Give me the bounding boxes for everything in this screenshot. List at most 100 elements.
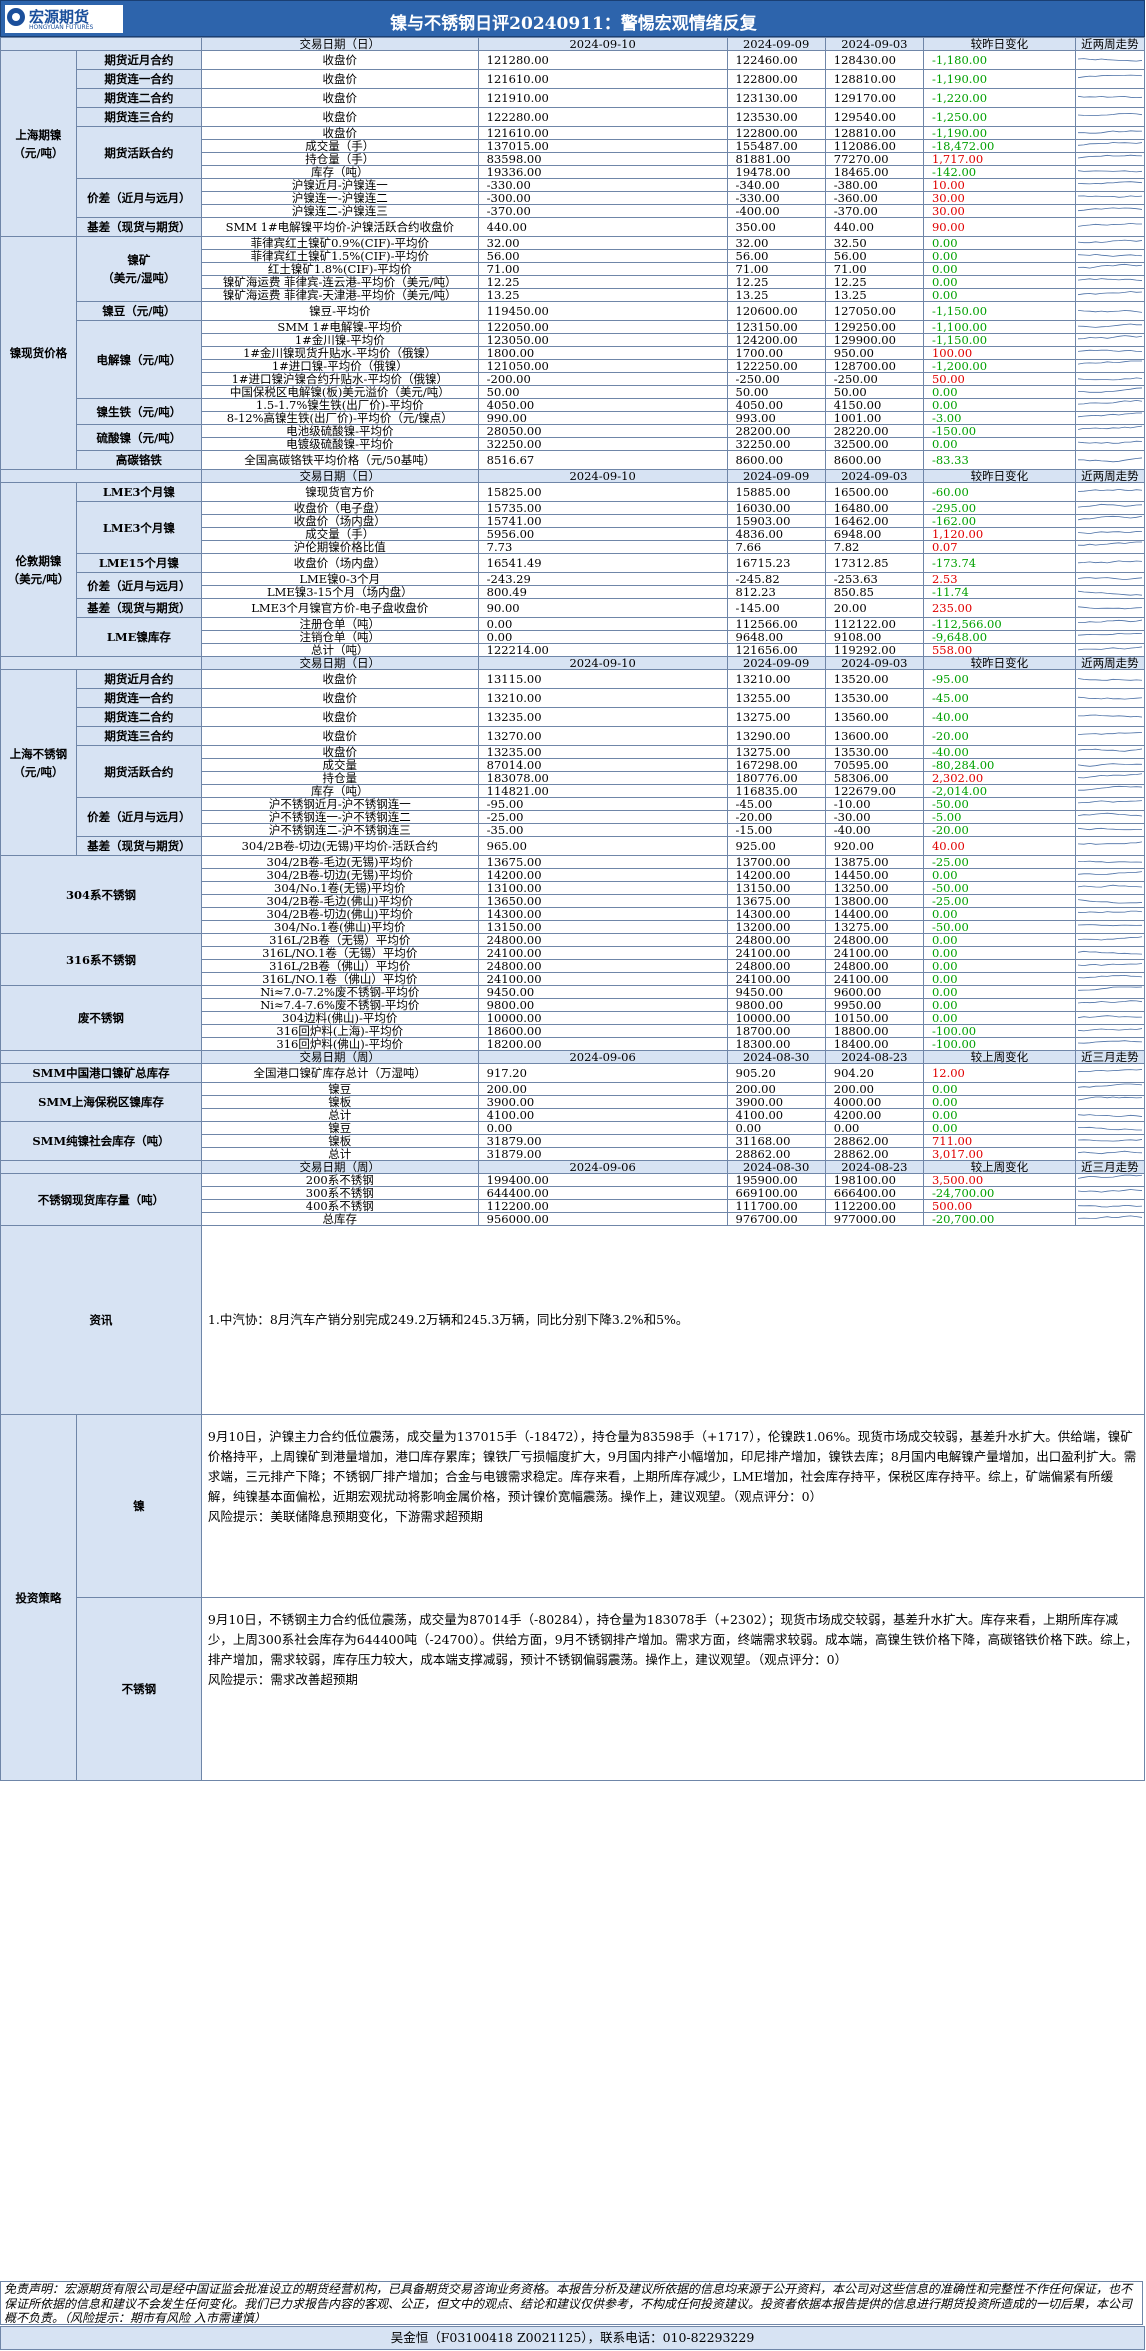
- value-change: 558.00: [922, 643, 1076, 657]
- item-name: 镍矿海运费 菲律宾-天津港-平均价（美元/吨）: [200, 288, 479, 302]
- value-week-ago: 32.50: [824, 236, 924, 250]
- value-week-ago: 9108.00: [824, 630, 924, 644]
- table-row: 电解镍（元/吨） SMM 1#电解镍-平均价 122050.00 123150.00 1…: [1, 320, 1146, 399]
- table-header-row: 交易日期（周） 2024-09-06 2024-08-30 2024-08-23 较上周…: [0, 1050, 1146, 1064]
- trend-sparkline: [1077, 291, 1142, 296]
- sparkline-line: [1077, 399, 1142, 405]
- item-name: 镍豆: [200, 1121, 479, 1135]
- value-week-ago: 13250.00: [824, 881, 924, 895]
- value-week-ago: 18800.00: [824, 1024, 924, 1038]
- value-week-ago: 128810.00: [824, 69, 924, 89]
- table-row: 镍生铁（元/吨） 1.5-1.7%镍生铁(出厂价)-平均价 4050.00 4050.…: [1, 398, 1146, 425]
- trend-sparkline: [1077, 425, 1142, 430]
- item-name: 库存（吨）: [200, 165, 479, 179]
- table-row: 价差（近月与远月） 沪镍近月-沪镍连一 -330.00 -340.00 -380.00 1…: [1, 178, 1146, 218]
- trend-sparkline: [1077, 1028, 1142, 1032]
- trend-sparkline: [1077, 827, 1142, 831]
- sparkline-line: [1077, 560, 1142, 564]
- sparkline-line: [1077, 763, 1142, 767]
- trend-sparkline: [1077, 1000, 1142, 1004]
- header-date-2: 2024-09-09: [726, 37, 826, 51]
- value-change: -162.00: [922, 514, 1076, 528]
- value-latest: -25.00: [477, 810, 728, 824]
- group-label: 期货连二合约: [75, 88, 202, 108]
- trend-cell: [1074, 450, 1146, 470]
- sparkline-line: [1077, 748, 1142, 752]
- sparkline-line: [1077, 1096, 1142, 1101]
- header-spacer: [0, 37, 202, 51]
- value-latest: 965.00: [477, 836, 728, 856]
- value-week-ago: -40.00: [824, 823, 924, 837]
- value-week-ago: 112086.00: [824, 139, 924, 153]
- trend-sparkline: [1077, 142, 1142, 146]
- group-label: 期货活跃合约: [75, 126, 202, 179]
- strategy-stainless-label: 不锈钢: [75, 1597, 202, 1781]
- value-prev: 122460.00: [726, 50, 826, 70]
- value-prev: 1700.00: [726, 346, 826, 360]
- value-week-ago: 950.00: [824, 346, 924, 360]
- value-prev: 12.25: [726, 275, 826, 289]
- value-latest: 644400.00: [477, 1186, 728, 1200]
- table-row: 库存（吨） 114821.00 116835.00 122679.00 -2,014.0…: [1, 784, 1146, 798]
- item-name: 镍板: [200, 1095, 479, 1109]
- value-prev: -330.00: [726, 191, 826, 205]
- value-latest: 15735.00: [477, 501, 728, 515]
- item-name: 304/2B卷-切边(无锡)平均价-活跃合约: [200, 836, 479, 856]
- item-name: 收盘价: [200, 669, 479, 689]
- value-prev: 122800.00: [726, 69, 826, 89]
- value-prev: 28862.00: [726, 1147, 826, 1161]
- item-name: 1.5-1.7%镍生铁(出厂价)-平均价: [200, 398, 479, 412]
- header-trend: 近三月走势: [1074, 1160, 1146, 1174]
- report-title: 镍与不锈钢日评20240911：警惕宏观情绪反复: [390, 14, 757, 34]
- item-name: 收盘价: [200, 726, 479, 746]
- trend-cell: [1074, 320, 1146, 334]
- table-header-row: 交易日期（日） 2024-09-10 2024-09-09 2024-09-03 较昨日…: [0, 656, 1146, 670]
- table-row: 电镀级硫酸镍-平均价 32250.00 32250.00 32500.00 0.00: [1, 437, 1146, 451]
- trend-cell: [1074, 907, 1146, 921]
- sparkline-line: [1077, 1139, 1142, 1142]
- item-name: 总计: [200, 1108, 479, 1122]
- trend-cell: [1074, 1095, 1146, 1109]
- value-week-ago: -30.00: [824, 810, 924, 824]
- item-name: 沪不锈钢连一-沪不锈钢连二: [200, 810, 479, 824]
- trend-sparkline: [1077, 924, 1142, 927]
- value-change: 0.00: [922, 1121, 1076, 1135]
- trend-sparkline: [1077, 773, 1142, 779]
- table-row: 期货连一合约 收盘价 13210.00 13255.00 13530.00 -45.00: [1, 688, 1146, 708]
- sparkline-line: [1077, 646, 1142, 651]
- trend-cell: [1074, 572, 1146, 586]
- table-row: 伦敦期镍 （美元/吨） LME3个月镍 镍现货官方价 15825.00 15885.00…: [0, 482, 1146, 657]
- table-row: 沪镍连二-沪镍连三 -370.00 -400.00 -370.00 30.00: [1, 204, 1146, 218]
- value-week-ago: -253.63: [824, 572, 924, 586]
- trend-cell: [1074, 585, 1146, 599]
- trend-sparkline: [1077, 632, 1142, 636]
- value-change: 711.00: [922, 1134, 1076, 1148]
- trend-cell: [1074, 501, 1146, 515]
- company-logo: 宏源期货 HONGYUAN FUTURES: [5, 5, 123, 33]
- footer-contact: 吴金恒（F03100418 Z0021125），联系电话：010-8229322…: [0, 2326, 1145, 2350]
- trend-cell: [1074, 107, 1146, 127]
- value-latest: 28050.00: [477, 424, 728, 438]
- value-latest: 24800.00: [477, 933, 728, 947]
- trend-cell: [1074, 249, 1146, 263]
- value-week-ago: 24800.00: [824, 959, 924, 973]
- group-label: 基差（现货与期货）: [75, 598, 202, 618]
- trend-cell: [1074, 669, 1146, 689]
- value-week-ago: 112200.00: [824, 1199, 924, 1213]
- trend-cell: [1074, 946, 1146, 960]
- value-week-ago: 0.00: [824, 1121, 924, 1135]
- table-row: 收盘价（场内盘） 15741.00 15903.00 16462.00 -162.00: [1, 514, 1146, 528]
- header-spacer: [0, 469, 202, 483]
- value-prev: 71.00: [726, 262, 826, 276]
- sparkline-line: [1077, 696, 1142, 700]
- news-label: 资讯: [0, 1225, 202, 1415]
- item-name: 收盘价: [200, 707, 479, 727]
- table-row: SMM中国港口镍矿总库存 全国港口镍矿库存总计（万湿吨） 917.20 905.20 9…: [0, 1063, 1146, 1083]
- value-week-ago: 18465.00: [824, 165, 924, 179]
- item-name: 收盘价: [200, 126, 479, 140]
- header-date-3: 2024-09-03: [824, 469, 924, 483]
- table-row: 304边料(佛山)-平均价 10000.00 10000.00 10150.00 0.0…: [1, 1011, 1146, 1025]
- value-week-ago: 28862.00: [824, 1147, 924, 1161]
- value-change: 0.00: [922, 1082, 1076, 1096]
- value-prev: -20.00: [726, 810, 826, 824]
